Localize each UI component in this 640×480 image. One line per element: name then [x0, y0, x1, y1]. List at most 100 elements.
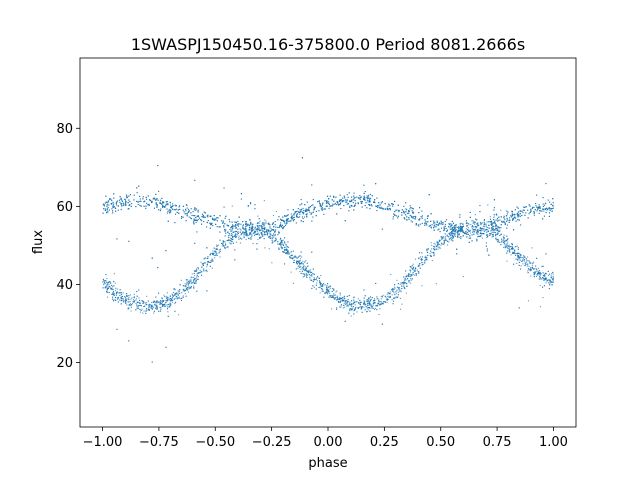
- data-point: [350, 304, 352, 306]
- data-point: [542, 265, 544, 267]
- data-point: [465, 231, 467, 233]
- data-point: [543, 275, 545, 277]
- data-point: [356, 301, 358, 303]
- data-point: [528, 260, 530, 262]
- data-point: [155, 302, 157, 304]
- data-point: [199, 272, 201, 274]
- data-point: [136, 301, 138, 303]
- data-point: [144, 305, 146, 307]
- data-point: [165, 300, 167, 302]
- data-point: [349, 310, 351, 312]
- data-point: [280, 241, 282, 243]
- data-point: [327, 283, 329, 285]
- data-point: [245, 229, 247, 231]
- data-point: [368, 297, 370, 299]
- data-point: [126, 293, 128, 295]
- data-point: [539, 277, 541, 279]
- data-point: [407, 275, 409, 277]
- data-point: [373, 302, 375, 304]
- data-point: [468, 224, 470, 226]
- data-point: [388, 296, 390, 298]
- data-point: [421, 264, 423, 266]
- data-point: [153, 312, 155, 314]
- data-point: [506, 245, 508, 247]
- data-point: [366, 303, 368, 305]
- data-point: [307, 272, 309, 274]
- data-point: [177, 293, 179, 295]
- data-point: [466, 223, 468, 225]
- data-point: [120, 296, 122, 298]
- data-point: [190, 278, 192, 280]
- data-point: [280, 244, 282, 246]
- data-point: [300, 272, 302, 274]
- data-point: [332, 295, 334, 297]
- data-point: [436, 246, 438, 248]
- data-point: [504, 245, 506, 247]
- data-point: [450, 235, 452, 237]
- data-point: [287, 250, 289, 252]
- data-point: [319, 282, 321, 284]
- data-point: [527, 256, 529, 258]
- data-point: [538, 270, 540, 272]
- data-point: [316, 277, 318, 279]
- data-point: [418, 264, 420, 266]
- data-point: [321, 285, 323, 287]
- data-point: [337, 300, 339, 302]
- data-point: [305, 268, 307, 270]
- data-point: [518, 256, 520, 258]
- data-point: [204, 257, 206, 259]
- data-point: [395, 296, 397, 298]
- data-point: [105, 280, 107, 282]
- data-point: [216, 254, 218, 256]
- data-point: [507, 238, 509, 240]
- data-point: [469, 211, 471, 213]
- data-point: [517, 256, 519, 258]
- data-point: [145, 312, 147, 314]
- data-point: [414, 269, 416, 271]
- data-point: [405, 282, 407, 284]
- data-point: [481, 227, 483, 229]
- data-point: [309, 278, 311, 280]
- data-point: [517, 252, 519, 254]
- data-point: [462, 276, 464, 278]
- data-point: [212, 259, 214, 261]
- data-point: [476, 222, 478, 224]
- data-point: [319, 283, 321, 285]
- data-point: [349, 304, 351, 306]
- data-point: [206, 262, 208, 264]
- data-point: [314, 278, 316, 280]
- data-point: [468, 237, 470, 239]
- data-point: [113, 292, 115, 294]
- data-point: [373, 301, 375, 303]
- data-point: [247, 223, 249, 225]
- data-point: [223, 206, 225, 208]
- data-point: [364, 301, 366, 303]
- data-point: [424, 259, 426, 261]
- data-point: [216, 248, 218, 250]
- data-point: [158, 292, 160, 294]
- data-point: [547, 282, 549, 284]
- data-point: [237, 231, 239, 233]
- data-point: [376, 296, 378, 298]
- data-point: [511, 243, 513, 245]
- data-point: [117, 298, 119, 300]
- data-point: [185, 289, 187, 291]
- data-point: [264, 226, 266, 228]
- data-point: [450, 233, 452, 235]
- data-point: [181, 297, 183, 299]
- data-point: [508, 250, 510, 252]
- data-point: [410, 282, 412, 284]
- data-point: [172, 294, 174, 296]
- data-point: [437, 244, 439, 246]
- data-point: [389, 291, 391, 293]
- data-point: [471, 228, 473, 230]
- data-point: [169, 298, 171, 300]
- data-point: [444, 238, 446, 240]
- data-point: [342, 299, 344, 301]
- data-point: [109, 286, 111, 288]
- data-point: [121, 293, 123, 295]
- data-point: [448, 238, 450, 240]
- data-point: [465, 220, 467, 222]
- data-point: [268, 223, 270, 225]
- data-point: [266, 233, 268, 235]
